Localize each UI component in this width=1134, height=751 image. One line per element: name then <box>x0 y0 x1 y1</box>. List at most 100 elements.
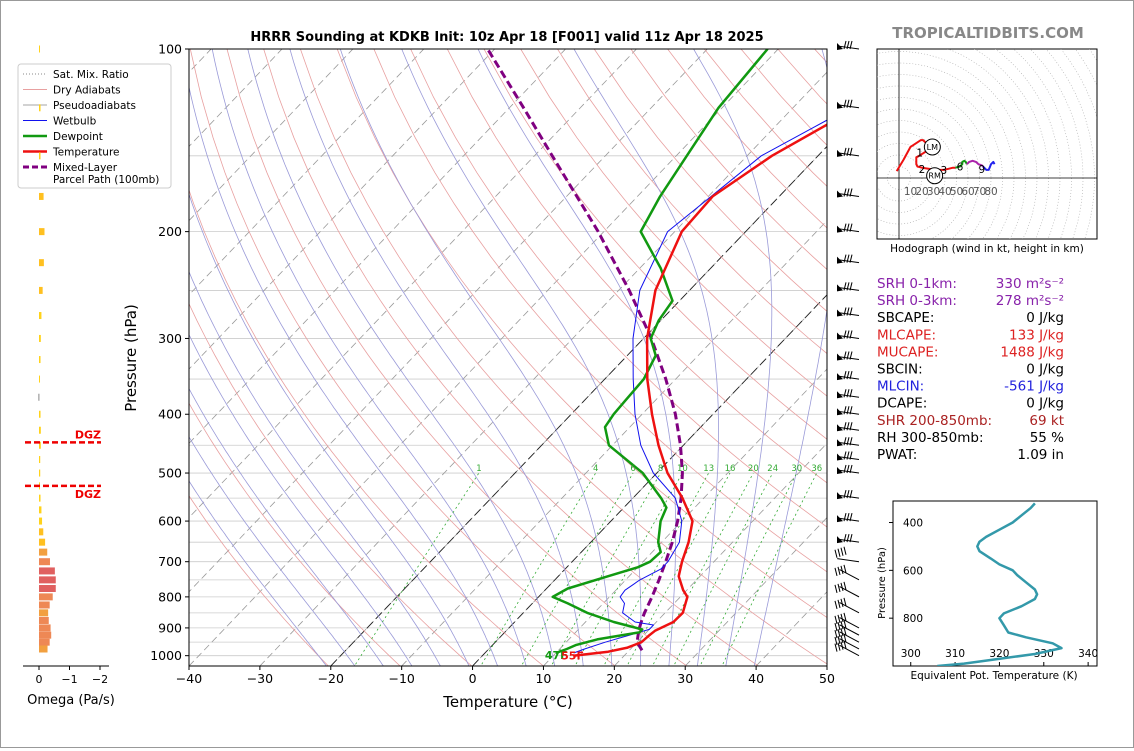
y-tick-label: 400 <box>158 407 182 422</box>
moist-adiabat <box>693 49 773 666</box>
omega-bar <box>39 192 44 200</box>
y-tick-label: 500 <box>158 466 182 481</box>
wind-barb <box>834 633 860 650</box>
omega-axis-label: Omega (Pa/s) <box>27 693 115 708</box>
dewpoint-line <box>551 49 769 655</box>
dry-adiabat <box>410 49 827 528</box>
hodograph-marker-label: RM <box>928 172 941 181</box>
hodograph-tick-label: 80 <box>984 186 997 198</box>
stat-value: 69 kt <box>1029 413 1064 429</box>
wind-barb <box>834 627 860 643</box>
omega-bar <box>39 558 50 566</box>
wind-barb <box>837 223 860 233</box>
mixing-ratio-line <box>626 472 731 666</box>
skewt-profiles <box>486 49 827 657</box>
y-tick-label: 1000 <box>150 648 182 663</box>
theta-e-x-tick-label: 340 <box>1078 648 1098 660</box>
wind-barb <box>837 282 860 292</box>
mixing-ratio-label: 6 <box>630 464 635 474</box>
omega-bar <box>39 576 56 584</box>
hodograph-height-label: 2 <box>919 164 926 176</box>
y-tick-label: 200 <box>158 224 182 239</box>
dry-adiabat <box>189 495 329 666</box>
mixing-ratio-label: 36 <box>811 464 822 474</box>
theta-e-x-tick-label: 310 <box>945 648 965 660</box>
theta-e-axis-label: Equivalent Pot. Temperature (K) <box>910 670 1077 682</box>
theta-e-y-axis-label: Pressure (hPa) <box>877 547 888 619</box>
omega-bar <box>39 548 48 556</box>
dry-adiabat <box>189 402 401 666</box>
isotherm <box>189 49 779 666</box>
skewt-plot-frame <box>188 48 828 667</box>
mixing-ratio-line <box>574 472 683 666</box>
stat-value: 1488 J/kg <box>1000 344 1064 360</box>
y-tick-label: 800 <box>158 589 182 604</box>
legend-label: Sat. Mix. Ratio <box>53 69 129 81</box>
theta-e-y-tick-label: 400 <box>903 518 923 530</box>
omega-bar <box>39 638 50 646</box>
theta-e-y-tick-label: 800 <box>903 613 923 625</box>
hodograph-tick-label: 40 <box>938 186 951 198</box>
x-tick-label: 20 <box>606 671 622 686</box>
legend-label-continued: Parcel Path (100mb) <box>53 174 159 186</box>
stat-label: SRH 0-1km: <box>877 276 957 292</box>
dry-adiabat <box>263 49 759 666</box>
wind-barb <box>834 640 860 657</box>
mixing-ratio-line <box>652 472 754 666</box>
omega-tick-label: −1 <box>61 673 77 686</box>
stat-label: SHR 200-850mb: <box>877 413 992 429</box>
omega-bar <box>39 517 43 525</box>
stat-label: MLCAPE: <box>877 327 936 343</box>
omega-bar <box>39 616 49 624</box>
mixing-ratio-label: 8 <box>658 464 663 474</box>
stat-value: 0 J/kg <box>1026 362 1064 378</box>
wind-barb <box>837 512 860 523</box>
stat-label: SBCIN: <box>877 362 923 378</box>
wind-barbs <box>834 40 860 657</box>
wind-barb <box>834 612 860 629</box>
hodograph-segment <box>982 160 996 171</box>
wind-barb <box>837 330 860 340</box>
omega-bar <box>39 45 40 53</box>
theta-e-line <box>937 502 1063 666</box>
dgz-label: DGZ <box>75 428 101 441</box>
brand-watermark: TROPICALTIDBITS.COM <box>892 24 1084 42</box>
hodograph-height-label: 6 <box>957 162 964 174</box>
stat-label: PWAT: <box>877 447 917 463</box>
stat-label: RH 300-850mb: <box>877 430 984 446</box>
hodograph-storm-motion-marker <box>923 138 941 156</box>
isotherm <box>259 71 827 666</box>
omega-bar <box>39 567 55 575</box>
x-tick-label: 50 <box>819 671 835 686</box>
moist-adiabat <box>211 49 527 666</box>
hodograph-height-label: 9 <box>978 164 985 176</box>
moist-adiabat <box>289 49 584 666</box>
moist-adiabat <box>189 193 470 666</box>
stat-label: SRH 0-3km: <box>877 293 957 309</box>
stat-label: MUCAPE: <box>877 344 938 360</box>
theta-e-x-tick-label: 300 <box>901 648 921 660</box>
moist-adiabat <box>189 480 327 666</box>
hodograph-caption: Hodograph (wind in kt, height in km) <box>890 243 1084 255</box>
x-tick-label: −20 <box>318 671 344 686</box>
moist-adiabat <box>189 436 356 666</box>
mixing-ratio-label: 10 <box>677 464 688 474</box>
wind-barb <box>837 422 860 432</box>
y-tick-label: 700 <box>158 554 182 569</box>
theta-e-plot <box>937 502 1063 666</box>
mixing-ratio-label: 4 <box>593 464 598 474</box>
legend: Sat. Mix. Ratio Dry Adiabats Pseudoadiabat… <box>17 63 172 189</box>
chart-title: HRRR Sounding at KDKB Init: 10z Apr 18 [… <box>250 30 763 45</box>
omega-bar <box>39 228 45 236</box>
parcel-path-line <box>486 49 684 652</box>
omega-bar <box>39 356 41 364</box>
stat-value: 55 % <box>1030 430 1064 446</box>
mixing-ratio-label: 20 <box>748 464 759 474</box>
mixing-ratio-line <box>673 472 774 666</box>
hodograph-tick-label: 70 <box>973 186 986 198</box>
wind-barb <box>834 620 860 636</box>
hodograph-segment <box>955 159 968 169</box>
